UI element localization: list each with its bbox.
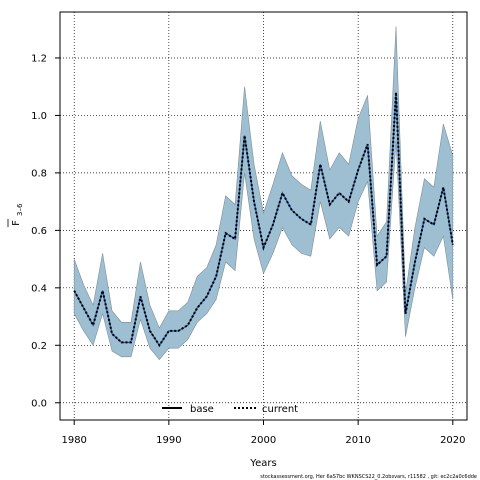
y-tick-label: 0.6 — [31, 226, 47, 237]
legend-label-base: base — [190, 404, 214, 415]
legend-label-current: current — [262, 404, 298, 415]
y-axis-title-subscript: 3–6 — [16, 203, 24, 216]
x-axis-ticks: 1980 1990 2000 2010 2020 — [61, 420, 466, 446]
series-line-current — [73, 92, 454, 348]
y-tick-label: 0.4 — [31, 283, 47, 294]
y-axis-ticks: 0.0 0.2 0.4 0.6 0.8 1.0 1.2 — [31, 53, 60, 409]
x-tick-label: 2020 — [440, 435, 465, 446]
y-tick-label: 1.2 — [31, 53, 47, 64]
y-tick-label: 0.2 — [31, 341, 47, 352]
legend: base current — [162, 404, 298, 415]
x-tick-label: 2010 — [345, 435, 370, 446]
y-tick-label: 0.8 — [31, 168, 47, 179]
confidence-band-current — [73, 26, 454, 361]
confidence-bands — [73, 26, 454, 361]
x-tick-label: 1990 — [156, 435, 181, 446]
y-axis-title: F 3–6 — [7, 203, 24, 227]
y-tick-label: 1.0 — [31, 111, 47, 122]
series-lines — [73, 92, 454, 348]
x-tick-label: 1980 — [61, 435, 86, 446]
x-tick-label: 2000 — [251, 435, 276, 446]
y-tick-label: 0.0 — [31, 398, 47, 409]
y-axis-title-main: F — [11, 220, 22, 226]
footer-note: stockassessment.org, Her 6aS7bc WKNSCS22… — [260, 474, 477, 480]
x-axis-title: Years — [249, 458, 276, 469]
